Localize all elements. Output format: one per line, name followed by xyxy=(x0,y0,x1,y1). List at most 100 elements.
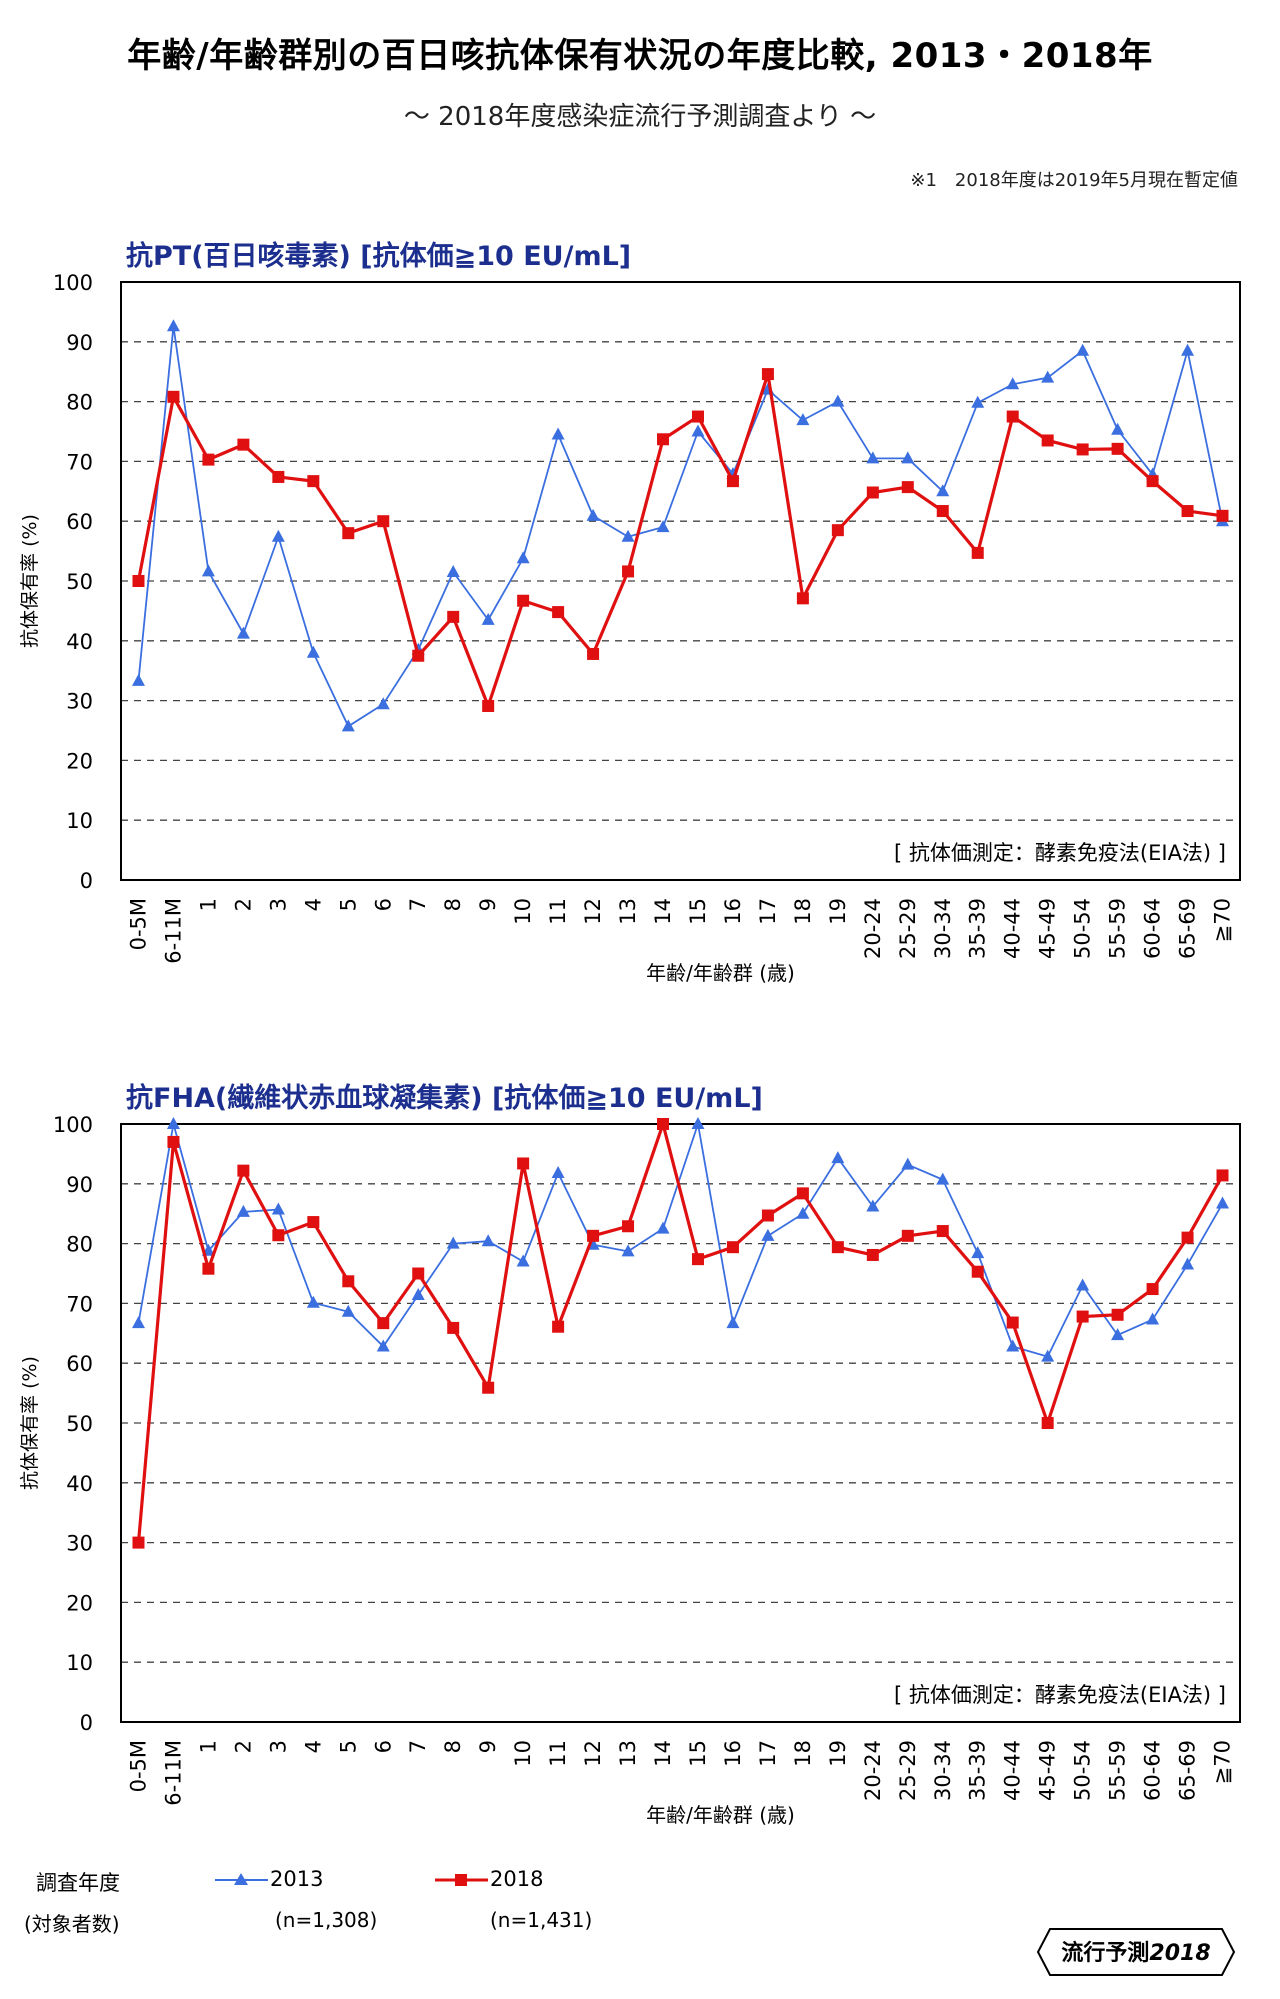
fha-series-2018-point xyxy=(726,1241,739,1254)
pt-series-2018-point xyxy=(307,475,320,488)
fha-xtick-label: 40-44 xyxy=(1001,1740,1025,1801)
pt-series-2013-point xyxy=(481,612,495,625)
fha-series-2018-point xyxy=(622,1220,635,1233)
pt-series-2018-point xyxy=(726,475,739,488)
pt-series-2013-point xyxy=(656,520,670,533)
pt-yaxis-label: 抗体保有率 (%) xyxy=(19,514,41,648)
pt-xtick-label: 2 xyxy=(231,898,255,911)
fha-chart-title: 抗FHA(繊維状赤血球凝集素) [抗体価≧10 EU/mL] xyxy=(126,1083,763,1114)
pt-series-2018-point xyxy=(412,649,425,662)
fha-series-2013-point xyxy=(726,1316,740,1329)
pt-series-2013-point xyxy=(971,395,985,408)
fha-ytick-label: 100 xyxy=(53,1113,93,1137)
pt-ytick-label: 50 xyxy=(66,570,93,594)
fha-xtick-label: 16 xyxy=(721,1740,745,1767)
pt-series-2018-point xyxy=(971,546,984,559)
fha-xtick-label: 60-64 xyxy=(1141,1740,1165,1801)
fha-xaxis-label: 年齢/年齢群 (歳) xyxy=(646,1803,795,1827)
fha-series-2013-point xyxy=(866,1199,880,1212)
fha-series-2013-point xyxy=(446,1236,460,1249)
fha-series-2013-point xyxy=(166,1117,180,1129)
pt-series-2018-point xyxy=(1041,434,1054,447)
pt-series-2018-point xyxy=(831,524,844,537)
fha-series-2013-point xyxy=(1146,1312,1160,1325)
fha-ytick-label: 20 xyxy=(66,1591,93,1615)
fha-xtick-label: 0-5M xyxy=(126,1740,150,1792)
pt-ytick-label: 30 xyxy=(66,690,93,714)
fha-series-2018-point xyxy=(866,1248,879,1261)
pt-series-2018-point xyxy=(272,470,285,483)
fha-xtick-label: 9 xyxy=(476,1740,500,1753)
pt-series-2013-point xyxy=(306,645,320,658)
fha-series-2013-point xyxy=(901,1157,915,1170)
fha-series-2018-point xyxy=(167,1135,180,1148)
fha-xtick-label: 50-54 xyxy=(1071,1740,1095,1801)
pt-series-2013-point xyxy=(1181,343,1195,356)
fha-xtick-label: 4 xyxy=(301,1740,325,1753)
pt-ytick-label: 10 xyxy=(66,809,93,833)
fha-series-2013-point xyxy=(481,1234,495,1247)
pt-series-2018-point xyxy=(796,592,809,605)
pt-xtick-label: 3 xyxy=(266,898,290,911)
pt-xtick-label: ≧70 xyxy=(1211,898,1235,942)
fha-series-2013-point xyxy=(971,1246,985,1259)
pt-method-note: [ 抗体価測定：酵素免疫法(EIA法) ] xyxy=(894,841,1226,865)
fha-series-2013-point xyxy=(796,1206,810,1219)
fha-xtick-label: 15 xyxy=(686,1740,710,1767)
fha-xtick-label: 19 xyxy=(826,1740,850,1767)
fha-xtick-label: 2 xyxy=(231,1740,255,1753)
pt-xtick-label: 11 xyxy=(546,898,570,925)
fha-series-2018-point xyxy=(307,1216,320,1229)
fha-series-2018-point xyxy=(1146,1283,1159,1296)
provisional-note: ※1 2018年度は2019年5月現在暫定値 xyxy=(910,170,1238,191)
fha-xtick-label: 5 xyxy=(336,1740,360,1753)
fha-series-2013-point xyxy=(131,1316,145,1329)
fha-ytick-label: 60 xyxy=(66,1352,93,1376)
fha-xtick-label: 45-49 xyxy=(1036,1740,1060,1801)
pt-ytick-label: 100 xyxy=(53,271,93,295)
fha-series-2018-point xyxy=(761,1209,774,1222)
pt-xtick-label: 7 xyxy=(406,898,430,911)
fha-xtick-label: 6 xyxy=(371,1740,395,1753)
pt-series-2018-line xyxy=(136,372,1223,708)
fha-series-2018-point xyxy=(202,1262,215,1275)
pt-xtick-label: 30-34 xyxy=(931,898,955,959)
fha-series-2018-point xyxy=(1216,1169,1229,1182)
fha-series-2013-point xyxy=(551,1166,565,1179)
pt-series-2013-point xyxy=(166,319,180,332)
fha-xtick-label: 20-24 xyxy=(861,1740,885,1801)
fha-xtick-label: 7 xyxy=(406,1740,430,1753)
pt-series-2013-point xyxy=(1076,343,1090,356)
legend-2013-count: (n=1,308) xyxy=(275,1908,378,1932)
fha-series-2018-point xyxy=(517,1157,530,1170)
legend-label: 調査年度 xyxy=(36,1871,120,1895)
fha-series-2018-point xyxy=(342,1275,355,1288)
pt-series-2018-point xyxy=(1076,443,1089,456)
fha-series-2013-point xyxy=(271,1202,285,1215)
fha-xtick-label: 17 xyxy=(756,1740,780,1767)
pt-series-2013-point xyxy=(1111,422,1125,435)
pt-series-2018-point xyxy=(1146,475,1159,488)
pt-series-2018-point xyxy=(622,565,635,578)
pt-ytick-label: 70 xyxy=(66,450,93,474)
pt-series-2018-point xyxy=(1181,505,1194,518)
fha-ytick-label: 90 xyxy=(66,1173,93,1197)
fha-ytick-label: 40 xyxy=(66,1472,93,1496)
fha-series-2018-point xyxy=(237,1164,250,1177)
pt-xtick-label: 8 xyxy=(441,898,465,911)
ryuko-yosoku-badge: 流行予測2018 xyxy=(1036,1928,1236,1976)
fha-yaxis-label: 抗体保有率 (%) xyxy=(19,1356,41,1490)
legend-2013-name: 2013 xyxy=(270,1867,324,1891)
fha-xtick-label: 3 xyxy=(266,1740,290,1753)
pt-xtick-label: 14 xyxy=(651,898,675,925)
pt-series-2013-point xyxy=(131,673,145,686)
fha-series-2018-point xyxy=(1041,1417,1054,1429)
pt-series-2013-point xyxy=(691,424,705,437)
fha-series-2013-point xyxy=(761,1228,775,1241)
fha-series-2018-point xyxy=(796,1187,809,1200)
fha-plot-frame xyxy=(120,1123,1241,1723)
pt-xtick-label: 6-11M xyxy=(161,898,185,964)
fha-series-2018-point xyxy=(1006,1316,1019,1329)
fha-series-2013-point xyxy=(306,1295,320,1308)
